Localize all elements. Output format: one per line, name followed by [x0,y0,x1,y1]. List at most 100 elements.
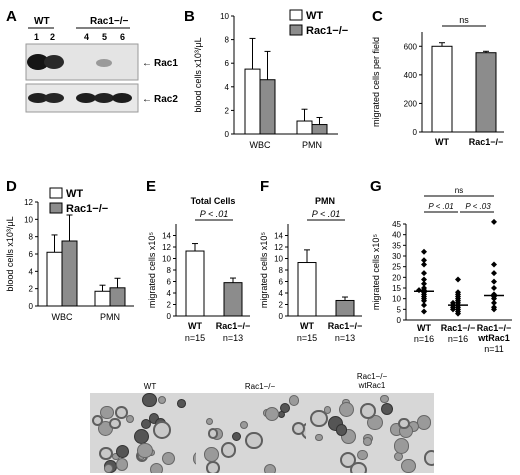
blot-header-ko: Rac1−/− [90,16,129,27]
cell-blob [416,415,432,430]
cell-blob [339,401,355,417]
chart-b-legend-label-wt: WT [306,10,323,22]
chart-f-ytick-label: 4 [279,289,284,298]
chart-g-ylabel: migrated cells x10⁵ [371,234,381,311]
chart-g-point [491,299,497,306]
chart-b-ytick-label: 10 [220,12,229,21]
blot-strip-rac1 [25,43,139,81]
band-label-rac1-arrow: ← [142,58,152,69]
cell-blob [140,419,151,430]
chart-c-ytick-label: 600 [404,42,418,51]
chart-f-ylabel: migrated cells x10⁵ [259,232,269,309]
chart-g-point [421,276,427,283]
chart-d-xtick-label: WBC [52,312,73,322]
chart-c-migrated-per-field: 0 200 400 600 migrated cells per field WT Rac1… [371,15,504,147]
cell-blob [109,417,121,430]
band-label-rac1: Rac1 [154,58,178,69]
lane-label-5: 5 [102,32,107,42]
chart-b-ytick-label: 8 [225,36,230,45]
band-label-rac2-arrow: ← [142,94,152,105]
chart-d-ytick-label: 4 [29,267,34,276]
chart-g-point [491,285,497,291]
panel-label-d: D [6,178,17,195]
chart-d-ytick-label: 0 [29,302,34,311]
cell-blob [206,461,220,473]
chart-g-xtick-label: WT [417,323,431,333]
chart-b-blood-cells: 0 2 4 6 8 10 blood cells x10³/μL WBC PMN WT Rac1−/… [193,9,348,150]
chart-d-xtick-label: PMN [100,312,120,322]
chart-b-xtick-label: WBC [250,140,271,150]
chart-f-sig-label: P < .01 [312,209,340,219]
chart-g-ytick-label: 30 [392,252,401,261]
chart-b-bar-wbc-wt [244,68,261,135]
chart-b-xtick-label: PMN [302,140,322,150]
blot-header-wt: WT [34,16,50,27]
chart-g-n-label: n=16 [414,334,434,344]
chart-g-ytick-label: 5 [397,305,402,314]
chart-g-point [455,276,461,283]
chart-c-bar-wt [431,45,453,133]
micrograph-caption-wt: WT [143,382,157,391]
band-rac2-lane5 [94,93,114,103]
chart-f-pmn: 0 2 4 6 8 10 12 14 migrated cells x10⁵ WT n=15 Rac1… [259,196,363,343]
panel-label-b: B [184,8,195,25]
band-rac2-lane4 [76,93,96,103]
chart-b-ytick-label: 6 [225,59,230,68]
chart-d-legend-swatch-wt [49,187,63,199]
chart-g-point [421,261,427,268]
cell-blob [208,428,219,439]
cell-blob [288,395,300,406]
cell-blob [380,403,393,416]
chart-f-ytick-label: 0 [279,312,284,321]
chart-g-point [421,297,427,304]
chart-c-bar-ko [475,52,497,133]
cell-blob [349,461,367,473]
band-rac2-lane2 [44,93,64,103]
chart-e-xtick-label: WT [188,321,202,331]
cell-blob [398,417,410,430]
micrograph-rescue [306,393,434,473]
cell-blob [264,464,277,473]
chart-g-point [491,295,497,302]
chart-f-ytick-label: 10 [274,255,283,264]
chart-b-bar-pmn-ko [311,124,328,135]
cell-blob [240,420,249,430]
chart-g-point [421,248,427,255]
band-rac2-lane1 [28,93,48,103]
chart-g-point [491,306,497,313]
panel-label-e: E [146,178,157,195]
cell-blob [177,399,186,408]
chart-f-xtick-label: WT [300,321,314,331]
cell-blob [157,395,166,404]
chart-e-total-cells: 0 2 4 6 8 10 12 14 migrated cells x10⁵ WT n=15 Rac1… [147,196,250,343]
band-rac2-lane6 [112,93,132,103]
micrograph-caption-ko: Rac1−/− [244,382,276,391]
chart-g-sig-p01: P < .01 [428,202,453,211]
chart-e-ytick-label: 8 [167,266,172,275]
chart-b-legend-label-ko: Rac1−/− [306,25,348,37]
chart-e-ytick-label: 6 [167,278,172,287]
chart-d-legend-swatch-ko [49,202,63,214]
chart-d-blood-cells: 0 2 4 6 8 10 12 blood cells x10³/μL WBC PMN WT Rac1… [5,187,134,322]
cell-blob [153,421,171,439]
chart-b-bar-pmn-wt [296,120,313,135]
cell-blob [204,447,219,462]
chart-f-xtick-label: Rac1−/− [328,321,363,331]
chart-e-ytick-label: 14 [162,232,171,241]
cell-blob [315,433,323,442]
chart-b-ytick-label: 0 [225,130,230,139]
chart-e-n-label: n=15 [185,333,205,343]
chart-d-legend-label-ko: Rac1−/− [66,203,108,215]
panel-label-g: G [370,178,382,195]
chart-f-ytick-label: 14 [274,232,283,241]
chart-b-legend-swatch-wt [289,9,303,21]
cell-blob [115,458,129,471]
chart-e-ytick-label: 0 [167,312,172,321]
chart-g-ytick-label: 40 [392,231,401,240]
chart-g-xtick-label: Rac1−/− [441,323,476,333]
cell-blob [91,415,103,427]
chart-e-bar-ko [223,282,243,317]
chart-b-ylabel: blood cells x10³/μL [193,37,203,112]
chart-d-ytick-label: 2 [29,285,34,294]
